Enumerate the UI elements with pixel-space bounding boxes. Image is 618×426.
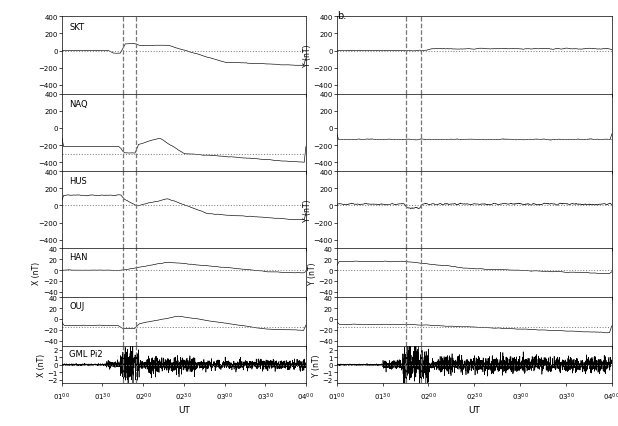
Text: HAN: HAN bbox=[69, 252, 88, 261]
Text: HUS: HUS bbox=[69, 177, 87, 186]
Text: NAQ: NAQ bbox=[69, 100, 88, 109]
Y-axis label: Y (nT): Y (nT) bbox=[312, 354, 321, 376]
Y-axis label: X (nT): X (nT) bbox=[37, 353, 46, 376]
Text: SKT: SKT bbox=[69, 23, 84, 32]
Y-axis label: Y (nT): Y (nT) bbox=[308, 262, 316, 285]
Y-axis label: Y (nT): Y (nT) bbox=[303, 199, 312, 222]
Y-axis label: Y (nT): Y (nT) bbox=[303, 44, 312, 67]
Text: b.: b. bbox=[337, 11, 346, 20]
Text: GML Pi2: GML Pi2 bbox=[69, 349, 103, 358]
Y-axis label: X (nT): X (nT) bbox=[33, 262, 41, 285]
Text: OUJ: OUJ bbox=[69, 301, 85, 310]
X-axis label: UT: UT bbox=[178, 405, 190, 414]
X-axis label: UT: UT bbox=[468, 405, 480, 414]
